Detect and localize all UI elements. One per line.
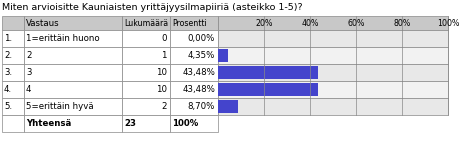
Text: 43,48%: 43,48% bbox=[182, 68, 215, 77]
Bar bbox=[170, 115, 218, 132]
Text: 0,00%: 0,00% bbox=[188, 34, 215, 43]
Text: 5=erittäin hyvä: 5=erittäin hyvä bbox=[26, 102, 94, 111]
Bar bbox=[170, 30, 218, 47]
Bar bbox=[218, 64, 448, 81]
Bar bbox=[2, 47, 24, 64]
Text: 2: 2 bbox=[26, 51, 31, 60]
Bar bbox=[218, 83, 318, 96]
Text: 43,48%: 43,48% bbox=[182, 85, 215, 94]
Bar bbox=[24, 30, 122, 47]
Bar bbox=[24, 16, 122, 30]
Bar bbox=[218, 100, 238, 113]
Bar bbox=[2, 81, 24, 98]
Bar bbox=[170, 98, 218, 115]
Bar bbox=[218, 98, 448, 115]
Text: 10: 10 bbox=[156, 85, 167, 94]
Bar bbox=[122, 64, 170, 81]
Text: 23: 23 bbox=[124, 119, 136, 128]
Bar bbox=[24, 115, 122, 132]
Text: 10: 10 bbox=[156, 68, 167, 77]
Bar bbox=[218, 47, 448, 64]
Text: 4.: 4. bbox=[4, 85, 12, 94]
Text: 3.: 3. bbox=[4, 68, 12, 77]
Bar bbox=[122, 30, 170, 47]
Text: Miten arvioisitte Kauniaisten yrittäjyysilmapiiriä (asteikko 1-5)?: Miten arvioisitte Kauniaisten yrittäjyys… bbox=[2, 3, 303, 12]
Text: 5.: 5. bbox=[4, 102, 12, 111]
Bar bbox=[24, 81, 122, 98]
Text: Yhteensä: Yhteensä bbox=[26, 119, 71, 128]
Bar bbox=[218, 16, 448, 30]
Bar bbox=[122, 115, 170, 132]
Bar bbox=[122, 47, 170, 64]
Bar bbox=[218, 81, 448, 98]
Text: Lukumäärä: Lukumäärä bbox=[124, 18, 168, 27]
Text: 40%: 40% bbox=[301, 18, 319, 27]
Bar bbox=[170, 16, 218, 30]
Text: 20%: 20% bbox=[256, 18, 273, 27]
Text: Vastaus: Vastaus bbox=[26, 18, 59, 27]
Bar bbox=[218, 49, 228, 62]
Bar bbox=[2, 16, 24, 30]
Text: 0: 0 bbox=[161, 34, 167, 43]
Text: 4: 4 bbox=[26, 85, 31, 94]
Text: 2.: 2. bbox=[4, 51, 12, 60]
Bar bbox=[122, 16, 170, 30]
Bar bbox=[218, 30, 448, 47]
Bar bbox=[24, 47, 122, 64]
Text: Prosentti: Prosentti bbox=[172, 18, 207, 27]
Bar bbox=[2, 30, 24, 47]
Text: 4,35%: 4,35% bbox=[188, 51, 215, 60]
Bar bbox=[122, 81, 170, 98]
Bar bbox=[170, 81, 218, 98]
Text: 80%: 80% bbox=[394, 18, 410, 27]
Bar bbox=[170, 64, 218, 81]
Text: 100%: 100% bbox=[172, 119, 198, 128]
Text: 2: 2 bbox=[161, 102, 167, 111]
Bar bbox=[2, 64, 24, 81]
Bar bbox=[24, 98, 122, 115]
Text: 60%: 60% bbox=[347, 18, 365, 27]
Bar bbox=[122, 98, 170, 115]
Text: 1: 1 bbox=[161, 51, 167, 60]
Bar bbox=[170, 47, 218, 64]
Text: 1=erittäin huono: 1=erittäin huono bbox=[26, 34, 100, 43]
Bar bbox=[24, 64, 122, 81]
Bar bbox=[2, 115, 24, 132]
Bar bbox=[2, 98, 24, 115]
Text: 8,70%: 8,70% bbox=[188, 102, 215, 111]
Text: 100%: 100% bbox=[437, 18, 459, 27]
Bar bbox=[218, 66, 318, 79]
Text: 3: 3 bbox=[26, 68, 31, 77]
Text: 1.: 1. bbox=[4, 34, 12, 43]
